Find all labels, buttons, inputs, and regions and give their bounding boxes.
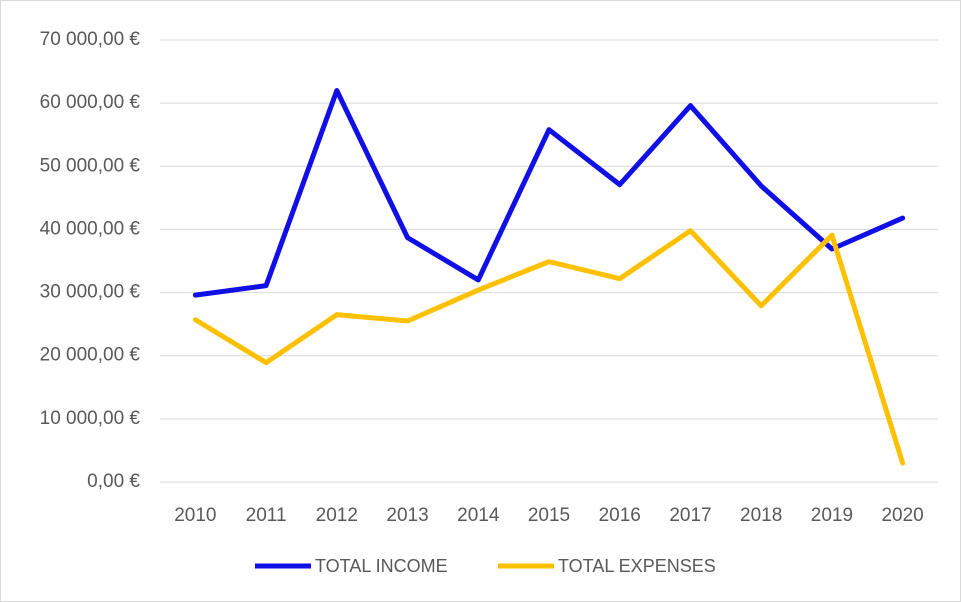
y-tick-label: 70 000,00 €: [40, 29, 141, 50]
legend-label: TOTAL EXPENSES: [558, 556, 716, 576]
y-tick-label: 20 000,00 €: [40, 345, 141, 366]
x-tick-label: 2013: [386, 505, 428, 526]
x-tick-label: 2015: [528, 505, 570, 526]
x-tick-label: 2016: [599, 505, 641, 526]
x-tick-label: 2020: [881, 505, 923, 526]
y-tick-label: 30 000,00 €: [40, 282, 141, 303]
y-tick-label: 40 000,00 €: [40, 218, 141, 239]
y-tick-label: 50 000,00 €: [40, 155, 141, 176]
series-line: [192, 228, 906, 466]
y-tick-label: 60 000,00 €: [40, 92, 141, 113]
x-tick-label: 2010: [174, 505, 216, 526]
x-tick-label: 2019: [811, 505, 853, 526]
y-tick-label: 10 000,00 €: [40, 408, 141, 429]
legend-label: TOTAL INCOME: [315, 556, 448, 576]
y-tick-label: 0,00 €: [87, 471, 140, 492]
x-tick-label: 2011: [246, 505, 287, 526]
x-tick-label: 2014: [457, 505, 500, 526]
series-line: [192, 88, 906, 298]
x-tick-label: 2017: [669, 505, 711, 526]
x-tick-label: 2012: [316, 505, 358, 526]
x-tick-label: 2018: [740, 505, 782, 526]
